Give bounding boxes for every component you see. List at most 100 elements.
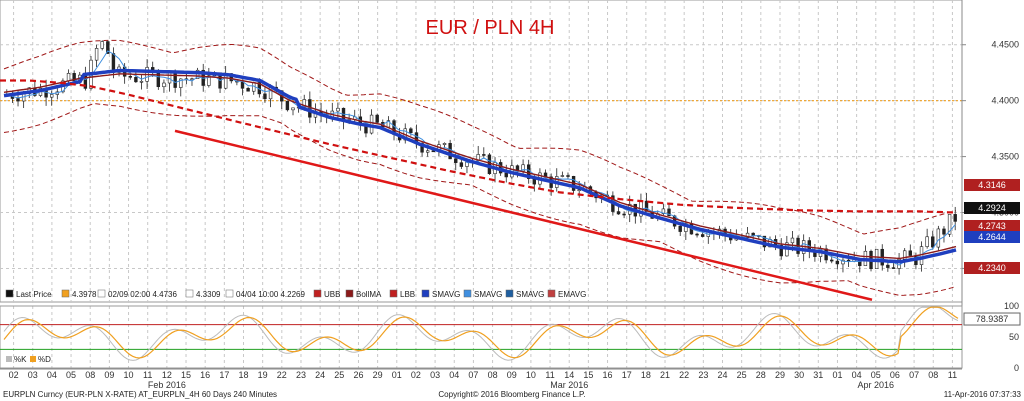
candle-body xyxy=(128,75,132,78)
x-tick-label: 01 xyxy=(832,370,842,380)
legend-label: UBB xyxy=(324,290,340,299)
oscillator-frame xyxy=(0,305,963,369)
x-tick-label: 22 xyxy=(277,370,287,380)
x-tick-label: 08 xyxy=(928,370,938,380)
candle-body xyxy=(695,233,699,236)
x-tick-label: 30 xyxy=(794,370,804,380)
oscillator-legend-swatch xyxy=(6,356,12,362)
candle-body xyxy=(285,100,290,111)
oscillator-legend-label: %K xyxy=(14,355,27,364)
price-tag xyxy=(964,262,1020,274)
candle-body xyxy=(779,244,783,257)
x-tick-label: 16 xyxy=(603,370,613,380)
price-tag-label: 4.2924 xyxy=(978,203,1006,213)
x-tick-label: 17 xyxy=(622,370,632,380)
candle-body xyxy=(919,246,924,265)
x-tick-label: 21 xyxy=(660,370,670,380)
x-month-label: Mar 2016 xyxy=(550,380,588,390)
x-tick-label: 24 xyxy=(315,370,325,380)
candle-body xyxy=(459,162,464,167)
legend-swatch xyxy=(5,289,14,298)
x-tick-label: 31 xyxy=(813,370,823,380)
candle-body xyxy=(409,128,413,133)
legend-label: SMAVG xyxy=(474,290,502,299)
candle-body xyxy=(442,143,447,145)
candle-body xyxy=(106,41,110,54)
x-tick-label: 08 xyxy=(85,370,95,380)
candle-body xyxy=(622,213,626,216)
candle-body xyxy=(240,81,245,89)
footer-center: Copyright© 2016 Bloomberg Finance L.P. xyxy=(438,390,585,399)
y-tick-label: 4.4500 xyxy=(991,40,1019,50)
candle-body xyxy=(139,80,144,83)
legend-swatch xyxy=(225,289,234,298)
legend-label: BollMA xyxy=(356,290,382,299)
legend-label: SMAVG xyxy=(432,290,460,299)
candle-body xyxy=(936,228,941,248)
candle-body xyxy=(841,259,845,265)
candle-body xyxy=(369,114,374,134)
oscillator-value-label: 78.9387 xyxy=(976,314,1009,324)
candle-body xyxy=(667,208,671,217)
x-tick-label: 29 xyxy=(775,370,785,380)
x-tick-label: 05 xyxy=(871,370,881,380)
legend-swatch xyxy=(313,289,322,298)
candle-body xyxy=(925,236,929,247)
x-tick-label: 12 xyxy=(162,370,172,380)
x-tick-label: 25 xyxy=(737,370,747,380)
candle-body xyxy=(616,211,621,215)
candle-body xyxy=(566,175,570,177)
candle-body xyxy=(190,78,194,80)
x-tick-label: 05 xyxy=(66,370,76,380)
moving-averages xyxy=(0,50,957,301)
candle-body xyxy=(49,94,54,98)
candle-body xyxy=(908,250,913,256)
oscillator-panel: 100 50 0 78.9387 %K %D xyxy=(0,301,1021,373)
x-tick-label: 11 xyxy=(545,370,554,380)
x-month-label: Apr 2016 xyxy=(858,380,895,390)
candle-body xyxy=(425,150,430,153)
oscillator-value-tag xyxy=(963,312,1021,326)
bollinger-middle-line xyxy=(3,73,957,260)
legend-swatch xyxy=(547,289,556,298)
candle-body xyxy=(179,78,183,88)
x-tick-label: 03 xyxy=(28,370,38,380)
x-tick-label: 04 xyxy=(852,370,862,380)
footer: EURPLN Curncy (EUR-PLN X-RATE) AT_EURPLN… xyxy=(3,390,1022,399)
candle-body xyxy=(291,107,295,111)
x-tick-label: 15 xyxy=(583,370,593,380)
legend-swatch xyxy=(463,289,472,298)
candle-body xyxy=(482,154,486,156)
x-tick-label: 11 xyxy=(143,370,152,380)
candle-body xyxy=(947,214,952,235)
x-tick-label: 18 xyxy=(641,370,651,380)
x-tick-label: 28 xyxy=(756,370,766,380)
candle-body xyxy=(72,73,76,82)
legend-swatch xyxy=(505,289,514,298)
x-tick-label: 08 xyxy=(488,370,498,380)
candle-body xyxy=(263,93,267,100)
candle-body xyxy=(16,98,20,102)
x-tick-label: 09 xyxy=(507,370,517,380)
price-tag xyxy=(964,220,1020,232)
lower-bollinger-band xyxy=(3,103,957,296)
legend-swatch xyxy=(345,289,354,298)
x-axis: 02 03 04 05 08 09 10 11 12 15 16 17 18 19 22 23 24 25 26 29… xyxy=(0,368,962,390)
x-tick-label: 10 xyxy=(124,370,134,380)
legend-swatch xyxy=(185,289,194,298)
trend-ema-dashed-line xyxy=(0,79,957,214)
x-month-label: Feb 2016 xyxy=(148,380,186,390)
candle-body xyxy=(661,208,666,214)
x-tick-label: 03 xyxy=(430,370,440,380)
candle-body xyxy=(167,72,172,84)
candle-body xyxy=(577,189,581,191)
price-tag-label: 4.2644 xyxy=(978,232,1006,242)
candle-body xyxy=(336,107,340,112)
candle-body xyxy=(700,234,705,237)
x-tick-label: 22 xyxy=(679,370,689,380)
chart-title: EUR / PLN 4H xyxy=(426,17,555,39)
candle-body xyxy=(134,77,138,83)
x-tick-label: 07 xyxy=(909,370,919,380)
candle-body xyxy=(790,237,795,244)
